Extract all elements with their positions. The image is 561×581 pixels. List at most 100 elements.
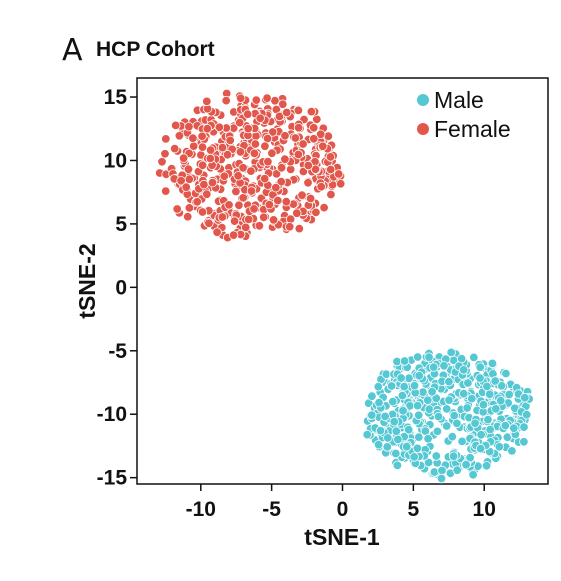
female-point xyxy=(249,204,259,214)
female-point xyxy=(172,204,182,214)
male-point xyxy=(399,356,410,366)
male-point xyxy=(414,432,424,442)
male-point xyxy=(496,396,506,406)
female-point xyxy=(251,95,261,105)
male-point xyxy=(487,358,498,369)
female-point xyxy=(267,148,277,158)
male-point xyxy=(478,400,489,410)
female-point xyxy=(197,160,208,171)
female-point xyxy=(293,149,304,160)
female-point xyxy=(268,215,279,225)
female-point xyxy=(306,106,317,117)
female-point xyxy=(160,149,170,159)
female-point xyxy=(280,154,290,164)
female-point xyxy=(240,222,251,233)
male-point xyxy=(439,361,449,371)
female-point xyxy=(233,171,243,181)
male-point xyxy=(496,381,507,391)
male-point xyxy=(397,390,408,401)
male-point xyxy=(391,448,401,459)
female-point xyxy=(174,131,185,141)
male-point xyxy=(429,467,440,477)
male-point xyxy=(463,378,473,388)
male-point xyxy=(507,446,517,456)
male-point xyxy=(427,387,437,397)
female-point xyxy=(298,139,308,149)
female-point xyxy=(319,202,329,213)
male-point xyxy=(404,425,414,435)
y-tick-label: -5 xyxy=(108,340,127,363)
male-point xyxy=(457,436,467,447)
male-point xyxy=(491,404,501,414)
female-point xyxy=(326,189,336,200)
male-point xyxy=(467,393,477,404)
female-point xyxy=(264,199,275,210)
female-point xyxy=(202,96,212,107)
female-point xyxy=(197,207,208,217)
male-point xyxy=(418,387,428,397)
y-tick-label: 10 xyxy=(104,149,127,172)
female-point xyxy=(199,179,209,190)
male-point xyxy=(500,420,511,431)
female-point xyxy=(235,147,246,157)
female-point xyxy=(188,133,198,143)
male-legend-marker xyxy=(417,94,429,106)
male-point xyxy=(447,432,458,442)
female-point xyxy=(246,186,257,196)
male-point xyxy=(462,403,472,413)
female-point xyxy=(202,189,212,199)
female-point xyxy=(184,203,195,213)
female-point xyxy=(202,123,213,134)
female-point xyxy=(316,181,326,192)
female-point xyxy=(290,133,301,143)
male-point xyxy=(389,417,399,427)
female-point xyxy=(234,200,244,211)
female-point xyxy=(262,133,273,144)
male-point xyxy=(424,404,435,414)
female-point xyxy=(276,176,286,187)
legend: Male Female xyxy=(417,87,511,142)
male-point xyxy=(475,443,486,454)
female-point xyxy=(235,93,246,104)
male-point xyxy=(375,425,386,436)
male-point xyxy=(465,453,475,463)
male-point xyxy=(444,395,454,405)
female-point xyxy=(268,127,278,137)
male-point xyxy=(362,429,372,440)
female-point xyxy=(221,95,231,106)
female-point xyxy=(334,169,344,179)
female-point xyxy=(263,156,273,167)
male-point xyxy=(485,424,495,435)
female-point xyxy=(281,196,292,207)
female-point xyxy=(280,131,290,141)
female-point xyxy=(234,117,245,128)
y-tick-label: -10 xyxy=(97,403,127,426)
male-point xyxy=(374,397,384,408)
male-point xyxy=(367,391,377,401)
male-point xyxy=(485,389,495,400)
female-point xyxy=(250,139,261,149)
male-point xyxy=(475,362,485,372)
male-point xyxy=(413,352,423,362)
male-point xyxy=(459,389,469,399)
male-point xyxy=(519,422,529,432)
male-point xyxy=(432,426,443,437)
female-point xyxy=(303,160,314,171)
male-point xyxy=(392,460,403,471)
female-point xyxy=(276,163,287,173)
x-tick-label: -10 xyxy=(186,498,216,521)
female-point xyxy=(293,105,304,116)
female-point xyxy=(222,149,233,160)
female-point xyxy=(270,95,280,106)
female-point xyxy=(205,153,216,164)
chart-title: HCP Cohort xyxy=(96,38,215,61)
female-point xyxy=(246,166,256,176)
male-point xyxy=(482,381,492,392)
male-point xyxy=(483,414,493,425)
female-point xyxy=(242,109,253,119)
male-point xyxy=(396,373,406,383)
female-point xyxy=(231,186,241,197)
female-point xyxy=(274,111,285,122)
female-point xyxy=(160,186,171,196)
female-point xyxy=(282,107,292,118)
